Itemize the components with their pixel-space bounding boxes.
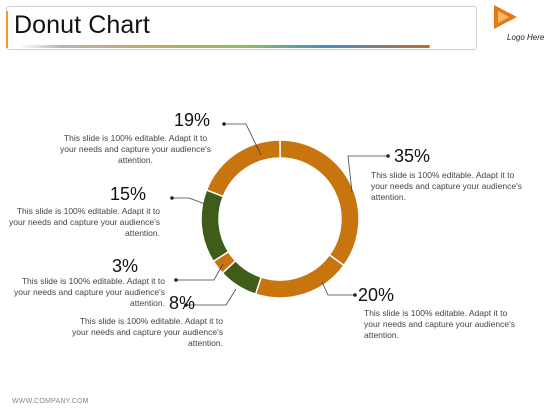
footer-url: WWW.COMPANY.COM: [12, 398, 89, 405]
logo-text: Logo Here: [507, 33, 545, 42]
slice-label-3: 3%: [112, 256, 139, 276]
donut-slice-15: [200, 188, 230, 263]
donut-slice-35: [279, 139, 360, 267]
leader-dot-19: [222, 122, 226, 126]
slice-label-8: 8%: [169, 293, 196, 313]
logo-icon: [494, 5, 517, 29]
title-accent: [6, 11, 8, 48]
leader-line-3: [176, 263, 224, 281]
donut-slice-19: [205, 139, 281, 198]
callout-text-19: This slide is 100% editable. Adapt it to…: [60, 133, 211, 165]
leader-line-35: [347, 155, 388, 193]
leader-line-15: [172, 197, 206, 205]
callout-text-3: This slide is 100% editable. Adapt it to…: [14, 276, 165, 308]
leader-dot-8: [184, 303, 188, 307]
donut-slice-20: [254, 253, 345, 299]
leader-line-20: [321, 281, 355, 296]
slice-label-15: 15%: [110, 184, 147, 204]
slice-label-35: 35%: [394, 146, 431, 166]
leader-dot-15: [170, 196, 174, 200]
callout-text-8: This slide is 100% editable. Adapt it to…: [72, 316, 223, 348]
title-underline: [20, 45, 430, 48]
slice-label-19: 19%: [174, 110, 211, 130]
leader-line-8: [186, 288, 237, 306]
header-box: [6, 6, 477, 50]
leader-dot-20: [353, 293, 357, 297]
leader-line-19: [224, 123, 262, 156]
callout-text-15: This slide is 100% editable. Adapt it to…: [9, 206, 160, 238]
page-title: Donut Chart: [14, 11, 150, 39]
leader-dot-35: [386, 154, 390, 158]
slice-label-20: 20%: [358, 285, 395, 305]
leader-dot-3: [174, 278, 178, 282]
callout-text-35: This slide is 100% editable. Adapt it to…: [371, 170, 522, 202]
callout-text-20: This slide is 100% editable. Adapt it to…: [364, 308, 515, 340]
